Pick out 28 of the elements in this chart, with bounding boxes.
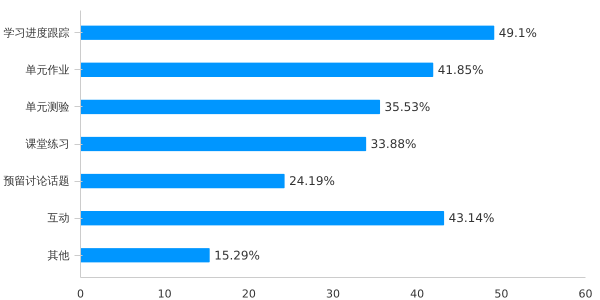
x-tick-label: 60 (578, 288, 592, 300)
x-tick-label: 20 (242, 288, 256, 300)
y-tick-label: 学习进度跟踪 (4, 26, 70, 40)
x-tick-label: 0 (77, 288, 84, 300)
bar (80, 210, 444, 226)
bar (80, 26, 494, 40)
y-tick-label: 单元测验 (26, 100, 70, 114)
data-label: 41.85% (438, 62, 484, 77)
x-tick-label: 50 (494, 288, 508, 300)
bar (80, 100, 380, 114)
data-label: 24.19% (289, 174, 335, 188)
y-tick-label: 其他 (48, 248, 70, 262)
data-label: 35.53% (384, 100, 430, 114)
bar (80, 248, 210, 262)
data-label: 43.14% (448, 211, 494, 226)
y-tick-label: 互动 (48, 212, 70, 225)
data-label: 33.88% (370, 137, 416, 151)
y-tick-label: 预留讨论话题 (4, 174, 70, 188)
y-tick-label: 课堂练习 (26, 138, 70, 150)
x-tick-label: 40 (410, 288, 424, 300)
bar (80, 174, 285, 188)
bar (80, 136, 366, 152)
bar (80, 62, 434, 78)
x-tick-label: 30 (326, 288, 340, 300)
y-tick-label: 单元作业 (26, 63, 70, 76)
data-label: 49.1% (498, 26, 537, 40)
x-tick-label: 10 (158, 288, 172, 300)
data-label: 15.29% (214, 248, 260, 262)
